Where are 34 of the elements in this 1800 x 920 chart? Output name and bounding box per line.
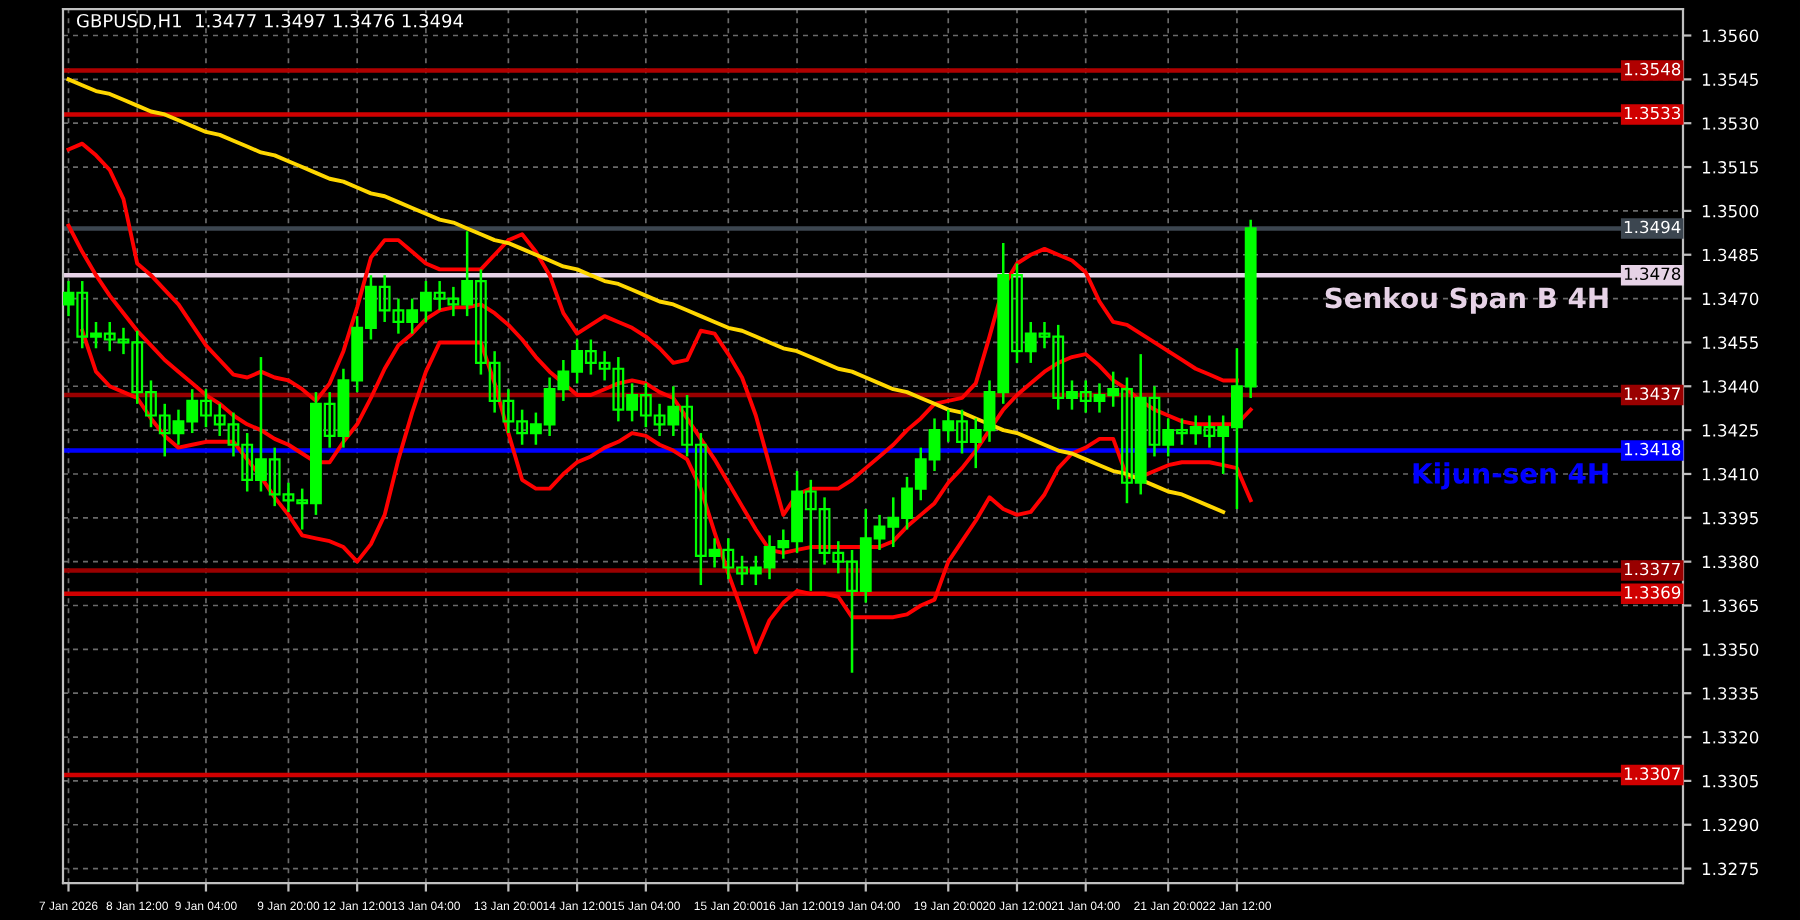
annotation: 1.3548	[1624, 62, 1681, 76]
annotation: GBPUSD,H1 1.3477 1.3497 1.3476 1.3494	[76, 13, 463, 30]
annotation: 1.3307	[1624, 767, 1680, 780]
y-tick-label: 1.3290	[1702, 818, 1759, 832]
y-tick-label: 1.3560	[1702, 29, 1759, 43]
y-tick-label: 1.3395	[1702, 511, 1758, 525]
y-tick-label: 1.3530	[1702, 117, 1759, 130]
y-tick-label: 1.3275	[1702, 862, 1758, 876]
y-tick-label: 1.3350	[1702, 643, 1759, 656]
y-tick-label: 1.3335	[1702, 687, 1758, 700]
annotation: 1.3369	[1624, 586, 1681, 599]
y-tick-label: 1.3410	[1702, 467, 1759, 481]
annotation: 1.3478	[1624, 267, 1681, 281]
y-tick-label: 1.3470	[1702, 292, 1759, 306]
ref-line-label: Senkou Span B 4H	[1325, 286, 1608, 314]
y-tick-label: 1.3485	[1702, 248, 1758, 262]
y-tick-label: 1.3515	[1702, 161, 1758, 174]
ref-line-label: Kijun-sen 4H	[1413, 462, 1608, 490]
y-tick-label: 1.3320	[1702, 731, 1759, 744]
line-series	[66, 77, 1226, 514]
annotation: 1.3377	[1624, 562, 1680, 576]
annotation: 1.3437	[1624, 387, 1680, 400]
y-tick-label: 1.3440	[1702, 380, 1759, 393]
annotation: 1.3494	[1624, 220, 1681, 234]
y-tick-label: 1.3455	[1702, 336, 1758, 349]
y-tick-label: 1.3305	[1702, 774, 1758, 788]
annotation: 1.3533	[1624, 106, 1681, 120]
y-tick-label: 1.3380	[1702, 555, 1759, 569]
annotation: 1.3418	[1624, 442, 1681, 456]
line-series	[66, 141, 1239, 517]
y-tick-label: 1.3365	[1702, 599, 1758, 613]
y-tick-label: 1.3425	[1702, 424, 1758, 437]
y-tick-label: 1.3500	[1702, 204, 1759, 218]
y-tick-label: 1.3545	[1702, 73, 1758, 86]
